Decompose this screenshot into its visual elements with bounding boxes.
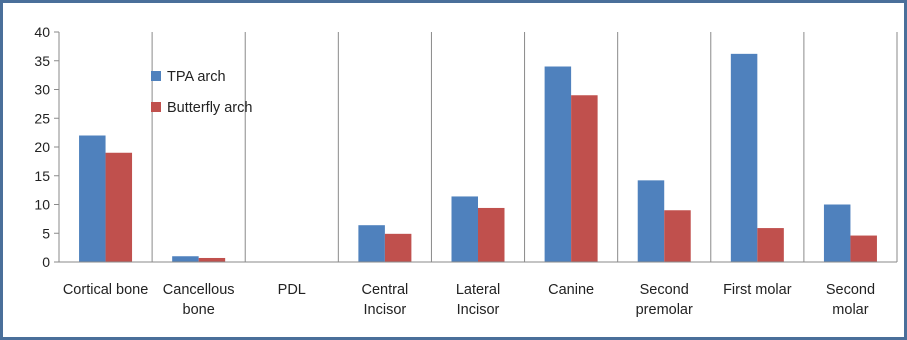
bar-butterfly-arch (571, 95, 598, 262)
legend-label: TPA arch (167, 69, 226, 85)
bar-tpa-arch (823, 204, 851, 262)
category-label: Cancellous (163, 282, 235, 298)
bar-tpa-arch (544, 66, 572, 262)
legend: TPA arch Butterfly arch (151, 69, 252, 116)
y-tick-label: 25 (34, 110, 50, 126)
category-label: premolar (636, 302, 693, 318)
legend-label: Butterfly arch (167, 100, 252, 116)
y-tick-label: 5 (42, 225, 50, 241)
category-label: Incisor (457, 302, 500, 318)
bar-tpa-arch (358, 225, 385, 262)
category-label: molar (832, 302, 868, 318)
bar-tpa-arch (730, 53, 758, 262)
y-tick-label: 0 (42, 254, 50, 270)
y-tick-label: 10 (34, 197, 50, 213)
bar-butterfly-arch (198, 257, 226, 262)
category-label: bone (183, 302, 215, 318)
bar-tpa-arch (172, 256, 199, 262)
category-label: Central (362, 282, 409, 298)
category-label: First molar (723, 282, 792, 298)
bar-butterfly-arch (850, 235, 877, 262)
grid-layer (58, 32, 898, 262)
category-label: Second (826, 282, 875, 298)
bar-tpa-arch (79, 135, 106, 262)
category-label: Canine (548, 282, 594, 298)
category-label: Incisor (364, 302, 407, 318)
bar-butterfly-arch (105, 152, 133, 262)
y-tick-label: 15 (34, 168, 50, 184)
y-tick-label: 20 (34, 139, 50, 155)
y-tick-label: 30 (34, 82, 50, 98)
bar-tpa-arch (637, 180, 665, 262)
y-tick-label: 40 (34, 24, 50, 40)
bars-layer (79, 53, 877, 262)
bar-chart: 0 5 10 15 20 25 30 35 40 Cortical bone Cancellous… (34, 24, 898, 318)
category-label: Lateral (456, 282, 500, 298)
category-labels: Cortical bone Cancellous bone PDL Central Inc… (63, 282, 875, 318)
bar-butterfly-arch (478, 207, 505, 262)
y-tick-labels: 0 5 10 15 20 25 30 35 40 (34, 24, 50, 270)
y-tick-label: 35 (34, 53, 50, 69)
category-label: Second (640, 282, 689, 298)
bar-butterfly-arch (384, 233, 412, 262)
category-label: PDL (278, 282, 306, 298)
bar-butterfly-arch (664, 210, 691, 262)
legend-swatch (151, 71, 161, 81)
category-label: Cortical bone (63, 282, 148, 298)
legend-swatch (151, 102, 161, 112)
bar-butterfly-arch (757, 228, 784, 262)
axis-layer (54, 31, 897, 263)
bar-tpa-arch (451, 196, 478, 262)
